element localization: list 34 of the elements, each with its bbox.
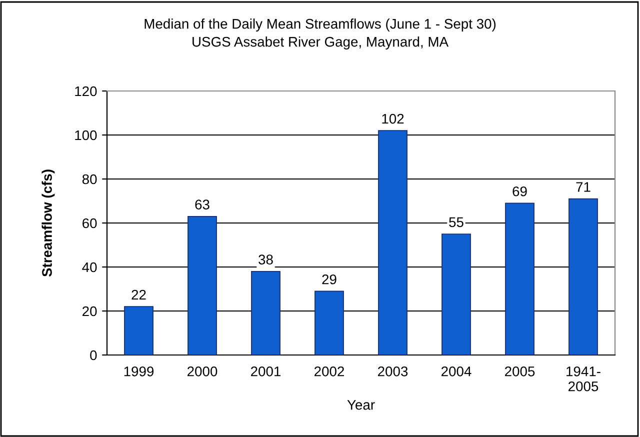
bar (188, 216, 217, 355)
y-tick-label: 80 (82, 174, 97, 184)
bar (251, 270, 280, 355)
bar (378, 130, 408, 355)
x-tick-label: 2005 (505, 366, 535, 376)
data-label: 55 (449, 217, 464, 228)
bar (314, 290, 344, 355)
y-tick-label: 60 (82, 218, 97, 228)
x-tick-label: 2000 (188, 366, 218, 376)
y-tick-label: 40 (82, 262, 97, 272)
data-label: 38 (258, 254, 273, 264)
x-tick-label: 1941- 2005 (566, 366, 600, 392)
y-tick-label: 100 (75, 130, 97, 140)
data-label: 63 (195, 200, 210, 210)
chart-title: Median of the Daily Mean Streamflows (June 1 - Sept 30) USGS Assabet River Gage, Maynard, MA (144, 18, 496, 50)
bar (568, 198, 598, 355)
x-tick-label: 1999 (124, 366, 154, 376)
x-tick-label: 2002 (314, 366, 344, 376)
bar (442, 234, 471, 355)
y-tick-label: 0 (90, 350, 97, 360)
bar (505, 202, 534, 355)
bar (124, 306, 154, 355)
x-tick-label: 2003 (378, 366, 408, 376)
x-tick-label: 2004 (442, 366, 472, 376)
y-axis-title: Streamflow (cfs) (42, 170, 55, 277)
data-label: 29 (322, 274, 336, 284)
data-label: 71 (576, 182, 590, 192)
x-axis-title: Year (347, 400, 375, 410)
data-label: 22 (132, 290, 146, 300)
y-tick-label: 120 (75, 86, 97, 96)
data-label: 69 (512, 186, 527, 196)
y-tick-label: 20 (82, 306, 97, 316)
x-tick-label: 2001 (251, 366, 281, 376)
data-label: 102 (382, 114, 404, 124)
